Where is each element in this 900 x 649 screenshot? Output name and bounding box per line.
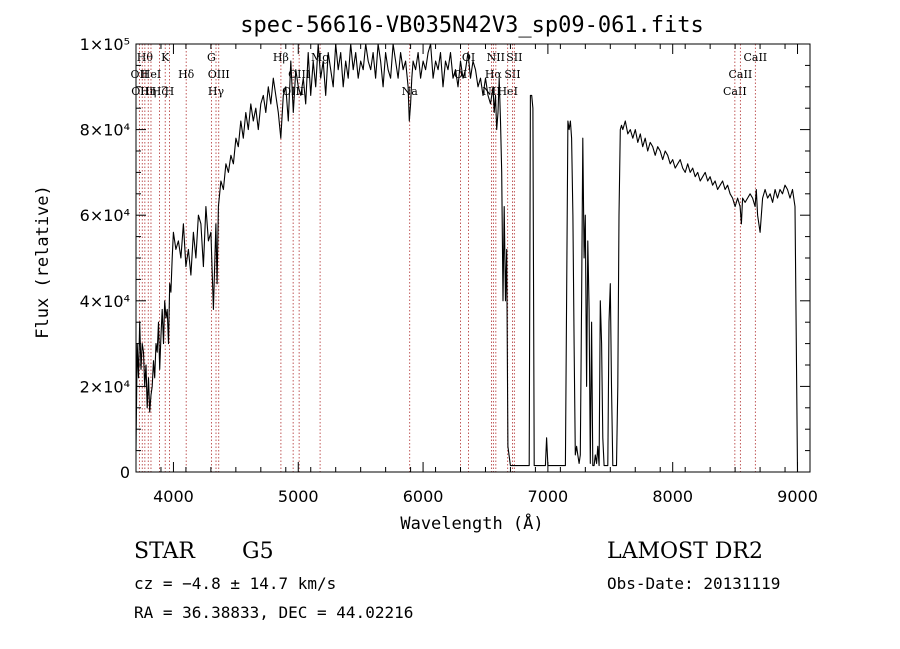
line-marker-label: Hγ: [208, 85, 225, 98]
y-tick-label: 8×10⁴: [80, 121, 130, 140]
y-tick-label: 1×10⁵: [80, 35, 130, 54]
y-tick-label: 2×10⁴: [80, 377, 130, 396]
line-marker-label: SII: [504, 68, 520, 81]
x-tick-label: 4000: [153, 487, 194, 506]
line-marker-label: HeI: [141, 68, 161, 81]
x-tick-label: 8000: [652, 487, 693, 506]
line-marker-label: OIII: [288, 68, 310, 81]
line-marker-label: Mg: [311, 51, 329, 64]
x-tick-label: 6000: [403, 487, 444, 506]
line-marker-label: NII: [487, 51, 505, 64]
line-marker-label: HeI: [497, 85, 517, 98]
line-marker-label: K: [161, 51, 170, 64]
survey-name: LAMOST DR2: [607, 539, 763, 564]
object-subclass: G5: [242, 539, 274, 564]
line-marker-label: CaII: [729, 68, 753, 81]
line-marker-label: H: [165, 85, 175, 98]
line-marker-label: G: [207, 51, 216, 64]
line-marker-label: CaII: [743, 51, 767, 64]
x-tick-label: 5000: [278, 487, 319, 506]
y-axis-label: Flux (relative): [33, 185, 53, 339]
line-marker-label: Hθ: [137, 51, 154, 64]
plot-frame: [135, 43, 811, 473]
redshift-cz: cz = −4.8 ± 14.7 km/s: [134, 574, 337, 593]
line-marker-label: Hζ: [152, 85, 168, 98]
line-marker-label: Hη: [140, 85, 156, 98]
line-marker-label: CaII: [723, 85, 747, 98]
line-marker-label: OII: [131, 68, 149, 81]
line-marker-label: Na: [402, 85, 419, 98]
y-tick-label: 6×10⁴: [80, 206, 130, 225]
line-marker-label: SII: [506, 51, 522, 64]
line-marker-label: Hα: [485, 68, 503, 81]
spectrum-line: [135, 43, 799, 473]
line-marker-label: Hβ: [273, 51, 289, 64]
x-axis-label: Wavelength (Å): [400, 512, 543, 534]
x-tick-label: 7000: [528, 487, 569, 506]
chart-title: spec-56616-VB035N42V3_sp09-061.fits: [240, 13, 704, 38]
y-tick-label: 4×10⁴: [80, 292, 130, 311]
axes: 4000 5000 6000 7000 8000 9000 0 2×10⁴ 4×10⁴ 6×10⁴…: [80, 35, 818, 506]
y-tick-label: 0: [120, 463, 130, 482]
object-class: STAR: [134, 539, 195, 564]
line-marker-label: OIII: [208, 68, 230, 81]
coordinates: RA = 36.38833, DEC = 44.02216: [134, 603, 414, 622]
series-layer: [135, 43, 799, 473]
line-marker-label: OIII: [131, 85, 153, 98]
x-tick-label: 9000: [777, 487, 818, 506]
observation-date: Obs-Date: 20131119: [607, 574, 781, 593]
line-marker-label: Hδ: [178, 68, 195, 81]
line-markers: OIIOIIIHθHηHeIHζKHHδGHγOIIIHβOIIIOIIIMgN…: [131, 44, 767, 472]
